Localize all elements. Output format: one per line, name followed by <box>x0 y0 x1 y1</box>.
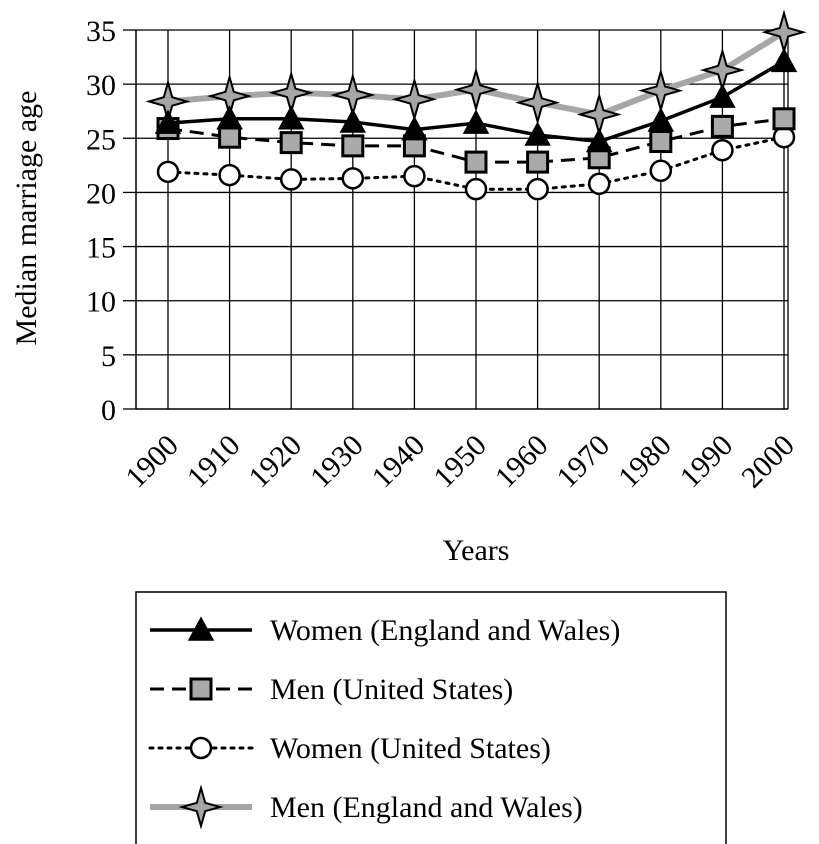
data-point-square <box>341 134 365 158</box>
data-point-triangle <box>216 105 243 130</box>
data-point-triangle <box>647 107 675 132</box>
data-point-star <box>514 79 561 126</box>
data-point-circle <box>156 160 180 184</box>
x-tick-label: 1980 <box>612 429 678 495</box>
y-tick-label: 15 <box>86 232 116 265</box>
data-point-star <box>638 67 684 114</box>
data-point-circle <box>526 177 549 201</box>
data-point-triangle <box>585 127 613 153</box>
series-circle <box>156 125 796 201</box>
legend-box <box>135 591 727 844</box>
data-point-triangle <box>462 109 490 134</box>
data-point-triangle <box>154 109 182 134</box>
data-point-triangle <box>401 116 428 141</box>
data-point-star <box>699 47 746 93</box>
data-point-triangle <box>709 83 736 108</box>
x-tick-label: 1990 <box>674 429 740 495</box>
series-square <box>156 107 796 174</box>
legend-marker-triangle <box>187 616 215 641</box>
data-point-square <box>710 114 734 138</box>
data-point-circle <box>649 159 673 183</box>
legend-label: Men (United States) <box>270 673 513 706</box>
x-tick-label: 1920 <box>242 429 308 495</box>
series-triangle <box>154 47 798 153</box>
x-tick-label: 2000 <box>735 429 801 495</box>
legend-marker-square <box>189 677 213 701</box>
data-point-star <box>761 9 807 55</box>
data-point-circle <box>279 168 303 191</box>
x-tick-label: 1970 <box>550 429 616 495</box>
data-point-square <box>649 130 673 154</box>
series-group <box>145 9 807 201</box>
legend-entry: Men (England and Wales) <box>150 784 583 830</box>
axes: 0510152025303519001910192019301940195019… <box>86 15 801 494</box>
y-tick-label: 30 <box>86 69 116 102</box>
data-point-circle <box>464 177 488 201</box>
legend-label: Men (England and Wales) <box>270 791 583 824</box>
data-point-square <box>218 125 242 149</box>
data-point-circle <box>403 164 426 188</box>
data-point-circle <box>218 163 241 187</box>
data-point-triangle <box>277 105 305 130</box>
legend-label: Women (United States) <box>270 732 551 765</box>
legend-entry: Men (United States) <box>150 673 513 706</box>
legend-marker-circle <box>189 736 213 760</box>
data-point-triangle <box>770 47 798 73</box>
y-tick-label: 35 <box>86 15 116 48</box>
data-point-circle <box>711 138 734 162</box>
x-axis-label: Years <box>443 534 510 567</box>
y-tick-label: 10 <box>86 286 116 319</box>
legend-marker-star <box>178 784 224 830</box>
x-tick-label: 1930 <box>304 429 370 495</box>
data-point-square <box>526 150 550 174</box>
data-point-triangle <box>524 121 551 146</box>
legend-label: Women (England and Wales) <box>270 614 620 647</box>
x-tick-label: 1910 <box>181 429 247 495</box>
data-point-star <box>453 66 499 113</box>
legend-entry: Women (England and Wales) <box>150 614 620 647</box>
x-tick-label: 1940 <box>366 429 432 495</box>
legend: Women (England and Wales) Men (United Sta… <box>135 591 727 844</box>
data-point-triangle <box>339 108 367 133</box>
y-tick-label: 5 <box>101 340 116 373</box>
data-point-circle <box>587 172 611 196</box>
gridlines <box>136 29 789 409</box>
data-point-star <box>391 76 438 122</box>
y-tick-label: 25 <box>86 123 116 156</box>
data-point-square <box>772 107 796 131</box>
data-point-square <box>279 131 303 155</box>
legend-entry: Women (United States) <box>148 732 551 765</box>
data-point-star <box>330 72 376 118</box>
y-tick-label: 20 <box>86 177 116 210</box>
x-tick-label: 1900 <box>119 429 185 495</box>
data-point-star <box>576 91 622 138</box>
data-point-square <box>464 150 488 174</box>
x-tick-label: 1950 <box>427 429 493 495</box>
data-point-circle <box>341 167 365 190</box>
x-tick-label: 1960 <box>489 429 555 495</box>
y-axis-label: Median marriage age <box>10 91 43 346</box>
y-tick-label: 0 <box>101 394 116 427</box>
